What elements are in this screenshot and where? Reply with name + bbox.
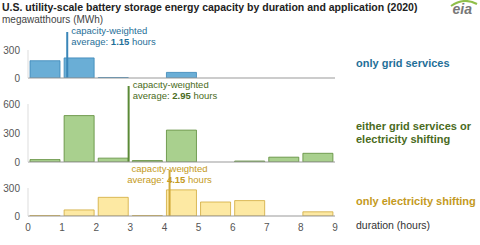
- svg-text:8: 8: [298, 222, 304, 233]
- html-text:only grid services: only grid services: [356, 57, 450, 69]
- svg-text:300: 300: [8, 128, 20, 139]
- svg-text:3: 3: [128, 222, 134, 233]
- svg-text:0: 0: [14, 73, 20, 82]
- svg-text:0: 0: [14, 157, 20, 166]
- svg-text:0: 0: [25, 222, 31, 233]
- svg-text:300: 300: [8, 183, 20, 194]
- html-text:eia: eia: [452, 1, 472, 17]
- svg-text:0: 0: [14, 211, 20, 222]
- svg-text:1: 1: [59, 222, 65, 233]
- svg-text:4: 4: [162, 222, 168, 233]
- svg-text:600: 600: [8, 99, 20, 110]
- svg-text:2: 2: [93, 222, 99, 233]
- svg-text:average: 4.15 hours: average: 4.15 hours: [127, 174, 212, 185]
- svg-text:9: 9: [332, 222, 338, 233]
- svg-text:average: 1.15 hours: average: 1.15 hours: [71, 36, 156, 47]
- svg-text:7: 7: [264, 222, 270, 233]
- svg-text:average: 2.95 hours: average: 2.95 hours: [133, 90, 218, 101]
- svg-text:5: 5: [196, 222, 202, 233]
- html-text:U.S. utility-scale battery sto: U.S. utility-scale battery storage energ…: [2, 1, 418, 13]
- html-text:megawatthours (MWh): megawatthours (MWh): [2, 14, 104, 25]
- svg-text:6: 6: [230, 222, 236, 233]
- svg-text:capacity-weighted: capacity-weighted: [133, 82, 209, 90]
- svg-text:capacity-weighted: capacity-weighted: [132, 166, 208, 174]
- html-text:only electricity shifting: only electricity shifting: [356, 195, 476, 207]
- svg-text:capacity-weighted: capacity-weighted: [71, 26, 147, 36]
- html-text:duration (hours): duration (hours): [356, 219, 431, 231]
- html-text:either grid services or electr: either grid services or electricity shif…: [356, 120, 471, 145]
- svg-text:300: 300: [8, 45, 20, 56]
